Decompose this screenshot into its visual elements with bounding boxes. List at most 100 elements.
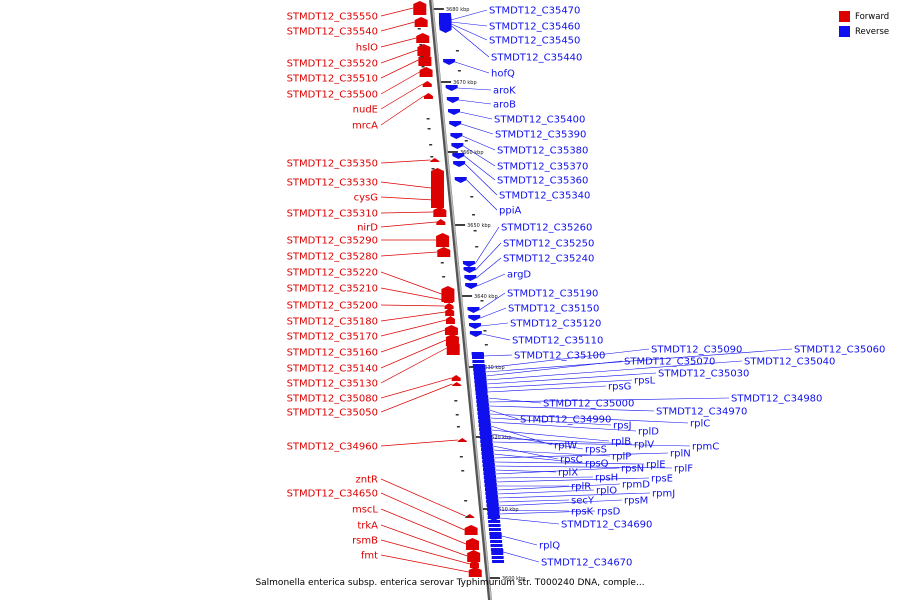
forward-gene-label[interactable]: mscL bbox=[352, 505, 378, 516]
forward-gene[interactable] bbox=[467, 550, 481, 562]
reverse-gene[interactable] bbox=[443, 59, 456, 65]
reverse-gene-label[interactable]: rplE bbox=[646, 460, 666, 471]
reverse-gene[interactable] bbox=[451, 143, 464, 149]
reverse-gene-label[interactable]: rpsD bbox=[597, 507, 621, 518]
forward-gene-label[interactable]: STMDT12_C34960 bbox=[287, 442, 378, 453]
forward-gene[interactable] bbox=[465, 538, 479, 550]
forward-gene[interactable] bbox=[436, 219, 446, 225]
forward-gene[interactable] bbox=[464, 525, 478, 535]
forward-gene[interactable] bbox=[436, 233, 450, 247]
reverse-gene-label[interactable]: rpsC bbox=[560, 455, 583, 466]
forward-gene[interactable] bbox=[451, 375, 461, 381]
reverse-gene-label[interactable]: STMDT12_C35380 bbox=[497, 146, 588, 157]
reverse-gene-label[interactable]: rpsL bbox=[634, 376, 656, 387]
forward-gene-label[interactable]: fmt bbox=[361, 551, 378, 562]
reverse-gene-label[interactable]: STMDT12_C35110 bbox=[512, 336, 603, 347]
reverse-gene-label[interactable]: rpsH bbox=[595, 473, 618, 484]
reverse-gene-label[interactable]: STMDT12_C35030 bbox=[658, 369, 749, 380]
forward-gene-label[interactable]: STMDT12_C35130 bbox=[287, 379, 378, 390]
forward-gene-label[interactable]: STMDT12_C35080 bbox=[287, 394, 378, 405]
forward-gene-label[interactable]: STMDT12_C35180 bbox=[287, 317, 378, 328]
reverse-gene[interactable] bbox=[468, 315, 481, 321]
reverse-gene[interactable] bbox=[446, 97, 459, 103]
reverse-gene[interactable] bbox=[445, 85, 458, 91]
reverse-gene-label[interactable]: rpmC bbox=[692, 442, 719, 453]
reverse-gene-label[interactable]: argD bbox=[507, 270, 531, 281]
forward-gene[interactable] bbox=[441, 286, 455, 302]
forward-gene[interactable] bbox=[457, 438, 467, 442]
forward-gene[interactable] bbox=[434, 196, 444, 204]
reverse-gene-label[interactable]: rplC bbox=[690, 419, 710, 430]
reverse-gene-label[interactable]: rplF bbox=[674, 464, 693, 475]
forward-gene[interactable] bbox=[445, 308, 455, 316]
reverse-gene[interactable] bbox=[452, 153, 465, 159]
forward-gene[interactable] bbox=[433, 207, 447, 217]
forward-gene[interactable] bbox=[444, 325, 458, 335]
forward-gene[interactable] bbox=[446, 341, 460, 355]
reverse-gene-label[interactable]: STMDT12_C35390 bbox=[495, 130, 586, 141]
reverse-gene-label[interactable]: STMDT12_C35060 bbox=[794, 345, 885, 356]
reverse-gene-label[interactable]: rpmJ bbox=[652, 489, 675, 500]
forward-gene[interactable] bbox=[416, 33, 430, 43]
reverse-gene-label[interactable]: hofQ bbox=[491, 69, 515, 80]
forward-gene[interactable] bbox=[444, 303, 454, 309]
forward-gene-label[interactable]: nudE bbox=[353, 105, 378, 116]
reverse-gene-label[interactable]: rplB bbox=[611, 437, 631, 448]
reverse-gene-label[interactable]: rplR bbox=[571, 482, 591, 493]
forward-gene[interactable] bbox=[422, 81, 432, 87]
reverse-gene[interactable] bbox=[465, 283, 478, 289]
reverse-gene-label[interactable]: STMDT12_C35370 bbox=[497, 162, 588, 173]
reverse-gene-label[interactable]: STMDT12_C35150 bbox=[508, 304, 599, 315]
forward-gene-label[interactable]: STMDT12_C35310 bbox=[287, 209, 378, 220]
reverse-gene-label[interactable]: STMDT12_C35450 bbox=[489, 36, 580, 47]
reverse-gene-label[interactable]: STMDT12_C35100 bbox=[514, 351, 605, 362]
reverse-gene-label[interactable]: secY bbox=[571, 496, 595, 507]
reverse-gene[interactable] bbox=[469, 331, 482, 337]
reverse-gene-label[interactable]: rpsG bbox=[608, 382, 631, 393]
reverse-gene-label[interactable]: aroB bbox=[493, 100, 516, 111]
forward-gene[interactable] bbox=[419, 67, 433, 77]
reverse-gene[interactable] bbox=[467, 307, 480, 313]
reverse-gene-label[interactable]: STMDT12_C35190 bbox=[507, 289, 598, 300]
forward-gene-label[interactable]: STMDT12_C35210 bbox=[287, 284, 378, 295]
reverse-gene-label[interactable]: STMDT12_C34690 bbox=[561, 520, 652, 531]
reverse-gene-label[interactable]: STMDT12_C35260 bbox=[501, 223, 592, 234]
reverse-gene-label[interactable]: rplQ bbox=[539, 541, 560, 552]
reverse-gene-label[interactable]: STMDT12_C35470 bbox=[489, 6, 580, 17]
reverse-gene-label[interactable]: STMDT12_C34670 bbox=[541, 558, 632, 569]
reverse-gene-label[interactable]: rpsM bbox=[624, 496, 648, 507]
reverse-gene[interactable] bbox=[454, 177, 467, 183]
reverse-gene-label[interactable]: rpsS bbox=[585, 445, 607, 456]
reverse-gene-label[interactable]: aroK bbox=[493, 86, 516, 97]
reverse-gene[interactable] bbox=[439, 19, 452, 33]
forward-gene[interactable] bbox=[445, 316, 455, 324]
reverse-gene-label[interactable]: rplN bbox=[670, 449, 691, 460]
reverse-gene-label[interactable]: ppiA bbox=[499, 206, 521, 217]
reverse-gene-label[interactable]: rpsN bbox=[621, 464, 644, 475]
reverse-gene-label[interactable]: STMDT12_C35360 bbox=[497, 176, 588, 187]
reverse-gene-label[interactable]: rplD bbox=[638, 427, 659, 438]
forward-gene[interactable] bbox=[444, 297, 453, 303]
reverse-gene-label[interactable]: rpsJ bbox=[613, 421, 632, 432]
reverse-gene-label[interactable]: rplX bbox=[558, 468, 578, 479]
reverse-gene[interactable] bbox=[463, 267, 476, 273]
reverse-gene-label[interactable]: STMDT12_C35000 bbox=[543, 399, 634, 410]
forward-gene-label[interactable]: STMDT12_C35050 bbox=[287, 408, 378, 419]
reverse-gene-label[interactable]: STMDT12_C35250 bbox=[503, 239, 594, 250]
forward-gene[interactable] bbox=[423, 93, 433, 99]
forward-gene-label[interactable]: STMDT12_C35540 bbox=[287, 27, 378, 38]
reverse-gene-label[interactable]: rplO bbox=[596, 486, 617, 497]
forward-gene-label[interactable]: cysG bbox=[354, 193, 378, 204]
reverse-gene[interactable] bbox=[464, 275, 477, 281]
forward-gene-label[interactable]: hslO bbox=[356, 43, 378, 54]
forward-gene[interactable] bbox=[413, 1, 427, 15]
reverse-gene-label[interactable]: rpmD bbox=[622, 480, 650, 491]
reverse-gene-label[interactable]: STMDT12_C34970 bbox=[656, 407, 747, 418]
reverse-gene-label[interactable]: STMDT12_C35440 bbox=[491, 53, 582, 64]
reverse-gene-label[interactable]: STMDT12_C35070 bbox=[624, 357, 715, 368]
reverse-gene-label[interactable]: STMDT12_C35460 bbox=[489, 22, 580, 33]
reverse-gene[interactable] bbox=[453, 161, 466, 167]
reverse-gene[interactable] bbox=[450, 133, 463, 139]
reverse-gene[interactable] bbox=[448, 109, 461, 115]
reverse-gene-label[interactable]: rpsE bbox=[651, 474, 673, 485]
